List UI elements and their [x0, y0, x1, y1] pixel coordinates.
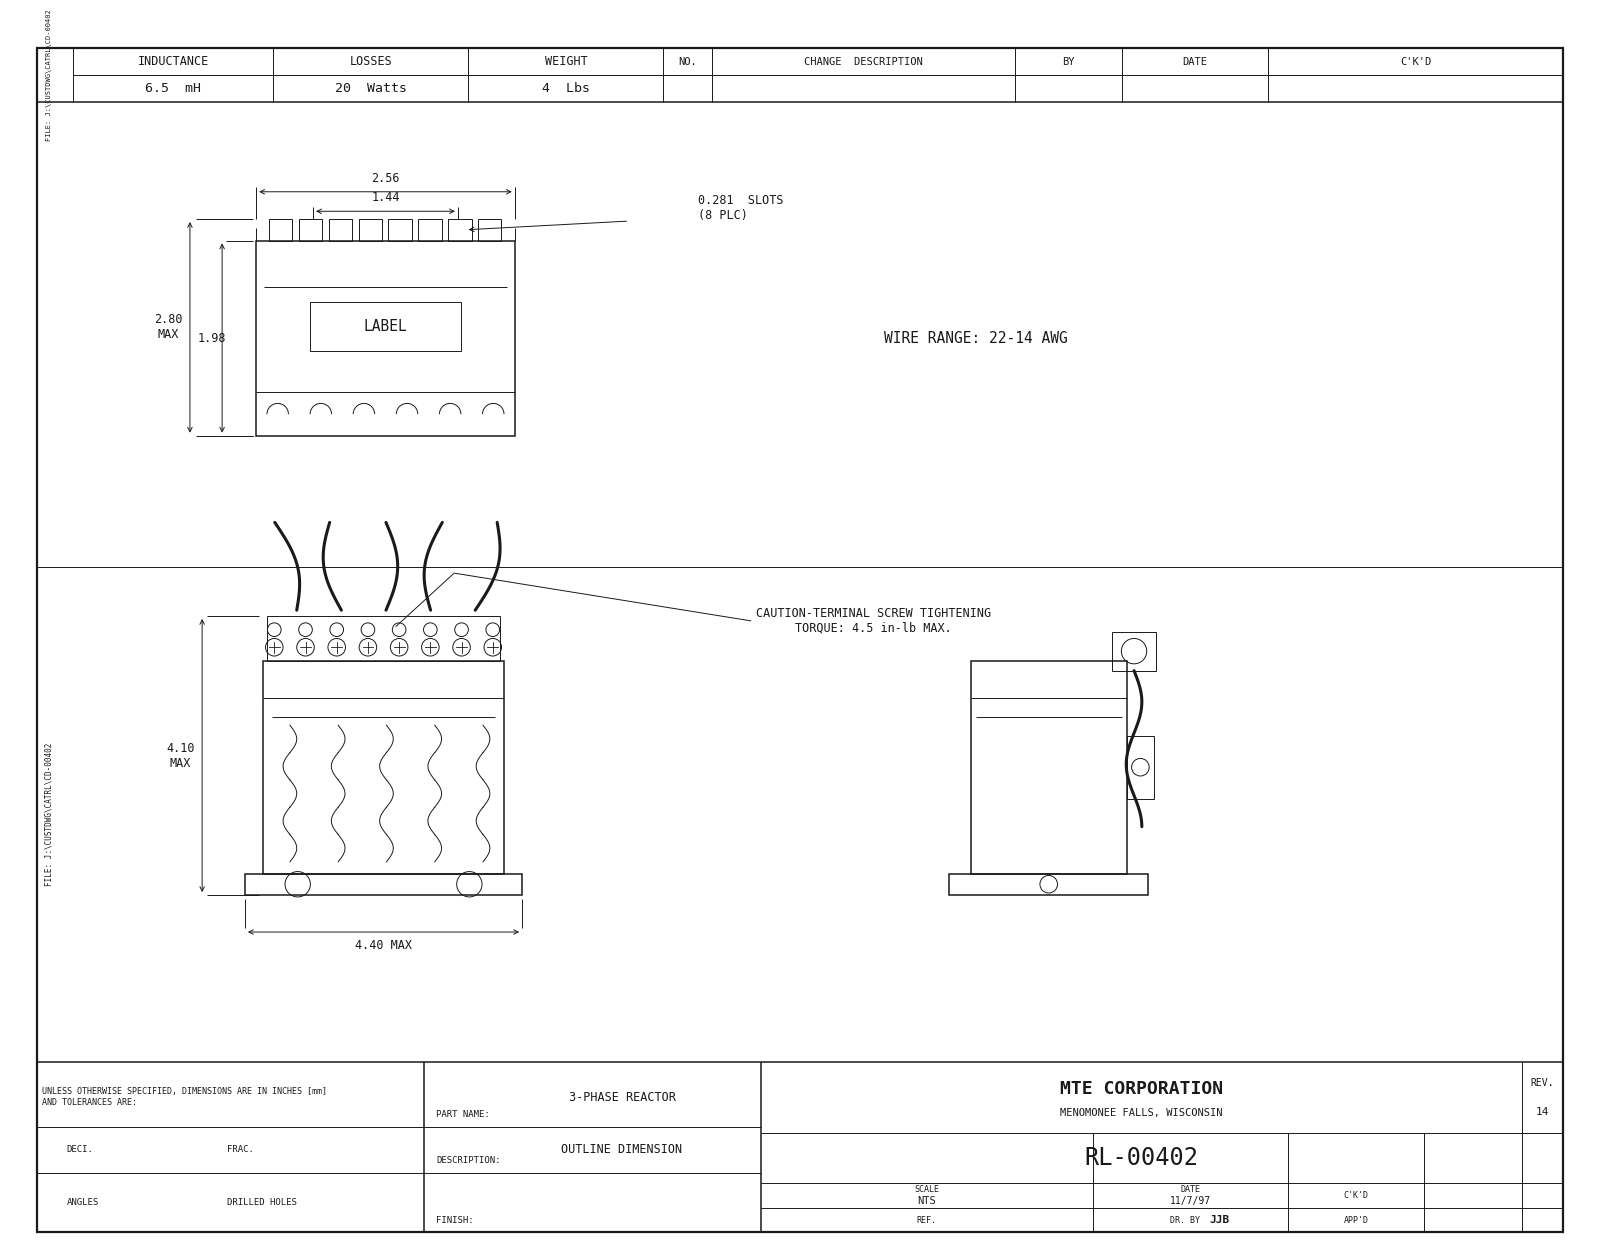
Text: C'K'D: C'K'D: [1400, 56, 1430, 66]
Text: DR. BY: DR. BY: [1170, 1215, 1200, 1225]
Text: UNLESS OTHERWISE SPECIFIED, DIMENSIONS ARE IN INCHES [mm]: UNLESS OTHERWISE SPECIFIED, DIMENSIONS A…: [42, 1086, 326, 1095]
Text: AND TOLERANCES ARE:: AND TOLERANCES ARE:: [42, 1099, 138, 1108]
Bar: [478, 219, 501, 240]
Text: 11/7/97: 11/7/97: [1170, 1196, 1211, 1206]
Bar: [328, 219, 352, 240]
Text: FILE: J:\CUSTDWG\CATRL\CD-00402: FILE: J:\CUSTDWG\CATRL\CD-00402: [46, 9, 51, 141]
Text: FINISH:: FINISH:: [437, 1216, 474, 1225]
Text: RL-00402: RL-00402: [1085, 1146, 1198, 1170]
Text: 4.10
MAX: 4.10 MAX: [166, 741, 195, 770]
Text: INDUCTANCE: INDUCTANCE: [138, 55, 210, 69]
Text: 14: 14: [1536, 1108, 1549, 1118]
Text: 4  Lbs: 4 Lbs: [542, 82, 590, 95]
Text: SCALE: SCALE: [914, 1185, 939, 1195]
Bar: [256, 240, 515, 435]
Text: DRILLED HOLES: DRILLED HOLES: [227, 1198, 298, 1208]
Text: 6.5  mH: 6.5 mH: [146, 82, 202, 95]
Text: 0.281  SLOTS
(8 PLC): 0.281 SLOTS (8 PLC): [698, 194, 782, 222]
Text: MTE CORPORATION: MTE CORPORATION: [1059, 1080, 1222, 1098]
Bar: [949, 874, 1149, 895]
Text: LOSSES: LOSSES: [349, 55, 392, 69]
Text: LABEL: LABEL: [363, 319, 408, 334]
Bar: [299, 219, 322, 240]
Text: FILE: J:\CUSTDWG\CATRL\CD-00402: FILE: J:\CUSTDWG\CATRL\CD-00402: [45, 742, 53, 886]
Bar: [267, 616, 499, 661]
Text: MENOMONEE FALLS, WISCONSIN: MENOMONEE FALLS, WISCONSIN: [1061, 1109, 1222, 1119]
Text: 4.40 MAX: 4.40 MAX: [355, 939, 413, 952]
Bar: [262, 661, 504, 874]
Text: REF.: REF.: [917, 1215, 936, 1225]
Bar: [389, 219, 411, 240]
Text: DECI.: DECI.: [67, 1145, 93, 1154]
Bar: [245, 874, 522, 895]
Text: OUTLINE DIMENSION: OUTLINE DIMENSION: [562, 1144, 683, 1156]
Text: WIRE RANGE: 22-14 AWG: WIRE RANGE: 22-14 AWG: [883, 330, 1067, 345]
Text: WEIGHT: WEIGHT: [544, 55, 587, 69]
Text: DATE: DATE: [1182, 56, 1208, 66]
Text: CAUTION-TERMINAL SCREW TIGHTENING
TORQUE: 4.5 in-lb MAX.: CAUTION-TERMINAL SCREW TIGHTENING TORQUE…: [755, 608, 990, 635]
Text: 3-PHASE REACTOR: 3-PHASE REACTOR: [568, 1090, 675, 1104]
Text: 2.80
MAX: 2.80 MAX: [154, 314, 182, 341]
Text: REV.: REV.: [1531, 1079, 1554, 1089]
Bar: [1126, 735, 1154, 799]
Bar: [358, 219, 382, 240]
Text: NTS: NTS: [917, 1196, 936, 1206]
Text: 1.44: 1.44: [371, 191, 400, 204]
Text: CHANGE  DESCRIPTION: CHANGE DESCRIPTION: [805, 56, 923, 66]
Text: BY: BY: [1062, 56, 1075, 66]
Text: 1.98: 1.98: [198, 331, 227, 345]
Text: FRAC.: FRAC.: [227, 1145, 254, 1154]
Text: JJB: JJB: [1210, 1215, 1229, 1225]
Text: APP'D: APP'D: [1344, 1215, 1368, 1225]
Text: 20  Watts: 20 Watts: [334, 82, 406, 95]
Bar: [418, 219, 442, 240]
Bar: [448, 219, 472, 240]
Bar: [269, 219, 293, 240]
Bar: [310, 302, 461, 351]
Bar: [971, 661, 1126, 874]
Text: NO.: NO.: [678, 56, 698, 66]
Text: PART NAME:: PART NAME:: [437, 1110, 490, 1119]
Text: DESCRIPTION:: DESCRIPTION:: [437, 1156, 501, 1165]
Text: C'K'D: C'K'D: [1344, 1191, 1368, 1200]
Text: 2.56: 2.56: [371, 171, 400, 185]
Text: DATE: DATE: [1181, 1185, 1200, 1195]
Text: ANGLES: ANGLES: [67, 1198, 99, 1208]
Bar: [1112, 631, 1155, 671]
